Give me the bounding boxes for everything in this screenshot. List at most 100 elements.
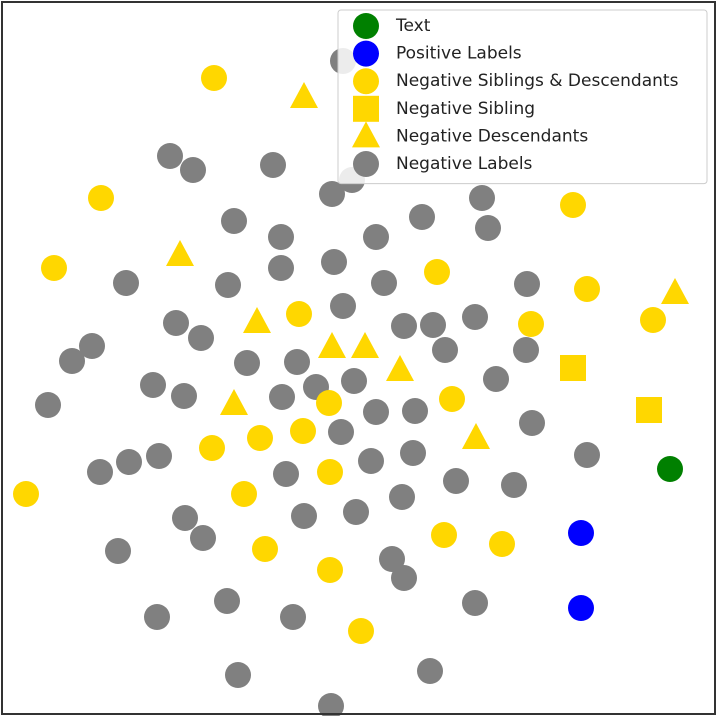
circle-marker [146,443,172,469]
circle-marker [79,333,105,359]
circle-marker [113,270,139,296]
square-marker [353,95,379,122]
circle-marker [199,435,225,461]
legend-label: Negative Siblings & Descendants [396,71,679,91]
triangle-marker [166,240,194,266]
circle-marker [140,372,166,398]
circle-marker [172,505,198,531]
circle-marker [157,143,183,169]
circle-marker [273,461,299,487]
circle-marker [443,468,469,494]
circle-marker [424,259,450,285]
circle-marker [291,503,317,529]
circle-marker [284,349,310,375]
triangle-marker [661,278,689,304]
circle-marker [316,390,342,416]
circle-marker [574,442,600,468]
circle-marker [328,419,354,445]
circle-marker [353,68,379,95]
circle-marker [389,484,415,510]
circle-marker [348,618,374,644]
circle-marker [353,40,379,67]
circle-marker [268,224,294,250]
circle-marker [269,384,295,410]
circle-marker [190,525,216,551]
circle-marker [215,272,241,298]
circle-marker [513,337,539,363]
circle-marker [225,662,251,688]
square-marker [560,355,586,381]
triangle-marker [318,332,346,358]
circle-marker [363,399,389,425]
circle-marker [188,325,214,351]
legend: Text Positive Labels Negative Siblings & D… [337,9,708,185]
triangle-marker [290,82,318,108]
circle-marker [560,192,586,218]
triangle-marker [386,355,414,381]
circle-marker [400,440,426,466]
circle-marker [290,418,316,444]
square-marker [636,397,662,423]
legend-label: Negative Descendants [396,126,588,146]
circle-marker [252,536,278,562]
legend-label: Positive Labels [396,44,522,64]
circle-marker [260,152,286,178]
circle-marker [59,348,85,374]
marks [13,48,689,716]
circle-marker [391,565,417,591]
circle-marker [87,459,113,485]
circle-marker [171,383,197,409]
circle-marker [330,293,356,319]
circle-marker [391,313,417,339]
circle-marker [221,208,247,234]
circle-marker [501,472,527,498]
circle-marker [363,224,389,250]
triangle-marker [243,307,271,333]
circle-marker [353,151,379,177]
circle-marker [286,301,312,327]
circle-marker [402,398,428,424]
circle-marker [341,368,367,394]
circle-marker [353,13,379,39]
circle-marker [41,255,67,281]
circle-marker [409,204,435,230]
circle-marker [163,310,189,336]
circle-marker [317,557,343,583]
circle-marker [518,311,544,337]
triangle-marker [220,389,248,415]
circle-marker [568,520,594,546]
circle-marker [358,448,384,474]
circle-marker [431,522,457,548]
legend-label: Negative Sibling [396,99,535,119]
circle-marker [417,658,443,684]
circle-marker [317,459,343,485]
circle-marker [268,255,294,281]
circle-marker [379,546,405,572]
circle-marker [462,304,488,330]
circle-marker [420,312,446,338]
triangle-marker [462,423,490,449]
triangle-marker [352,121,380,148]
circle-marker [35,392,61,418]
circle-marker [319,181,345,207]
circle-marker [640,307,666,333]
circle-marker [568,595,594,621]
circle-marker [475,215,501,241]
circle-marker [574,276,600,302]
circle-marker [343,499,369,525]
circle-marker [519,410,545,436]
circle-marker [514,271,540,297]
triangle-marker [351,332,379,358]
circle-marker [371,270,397,296]
circle-marker [234,350,260,376]
legend-label: Text [395,16,431,36]
circle-marker [489,531,515,557]
circle-marker [144,604,170,630]
circle-marker [657,456,683,482]
circle-marker [180,157,206,183]
circle-marker [462,590,488,616]
circle-marker [432,337,458,363]
